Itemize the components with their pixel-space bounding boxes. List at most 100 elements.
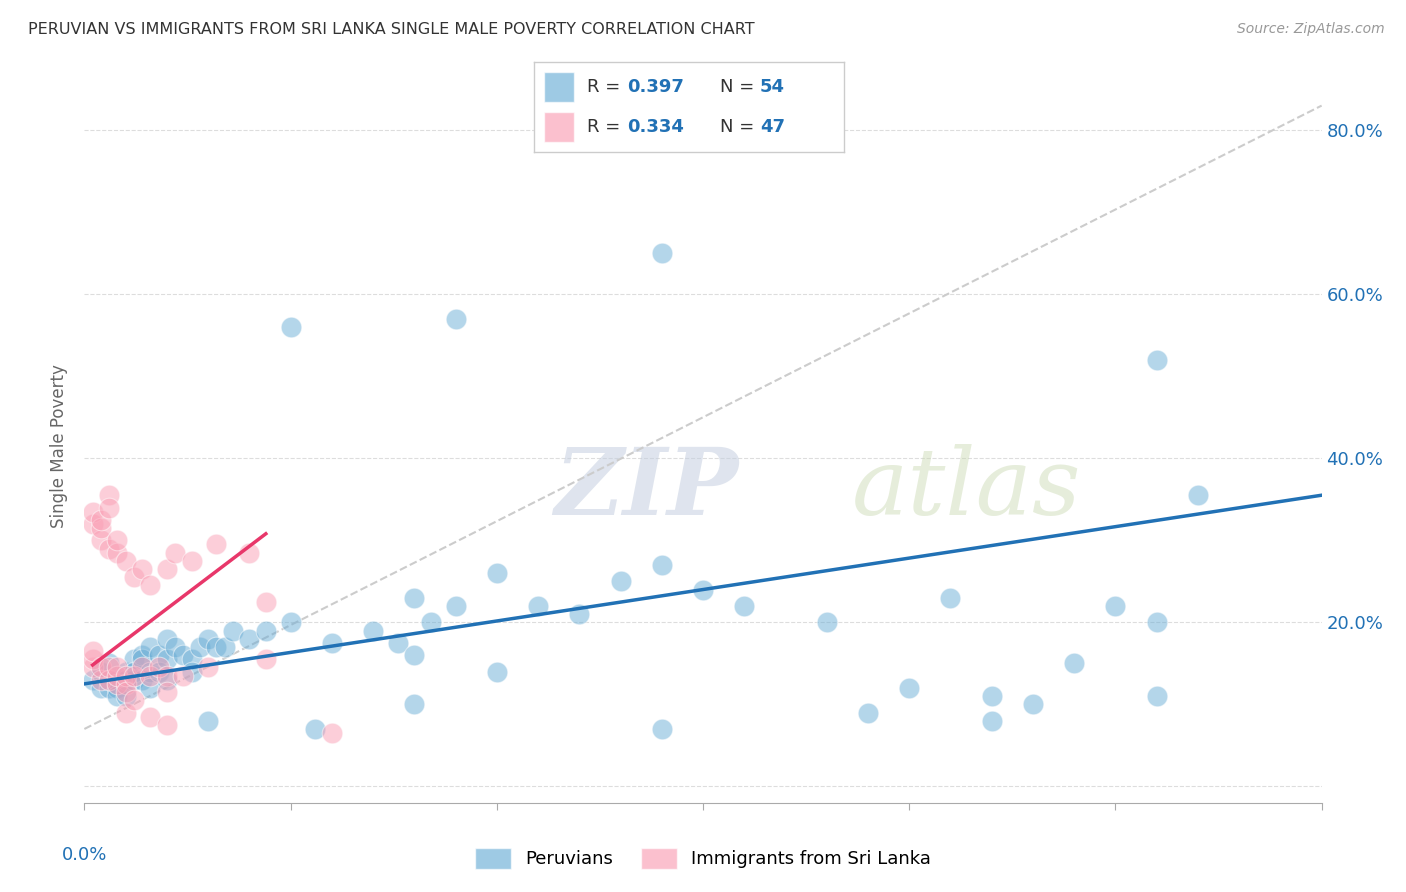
Point — [82, 652, 104, 666]
Point — [165, 640, 187, 654]
Point — [197, 660, 219, 674]
Point — [82, 673, 104, 687]
Point — [148, 665, 170, 679]
Point — [114, 689, 136, 703]
Point — [105, 533, 128, 548]
Point — [238, 546, 260, 560]
Point — [444, 599, 467, 613]
Point — [387, 636, 409, 650]
Point — [114, 668, 136, 682]
Point — [304, 722, 326, 736]
Point — [980, 689, 1002, 703]
Point — [238, 632, 260, 646]
Point — [321, 636, 343, 650]
Text: R =: R = — [586, 78, 626, 96]
Text: R =: R = — [586, 118, 626, 136]
Point — [105, 546, 128, 560]
Point — [90, 673, 112, 687]
Point — [148, 660, 170, 674]
Point — [485, 566, 508, 581]
Point — [82, 644, 104, 658]
Point — [205, 640, 228, 654]
Point — [156, 632, 179, 646]
Point — [1146, 352, 1168, 367]
Point — [98, 500, 121, 515]
Point — [105, 668, 128, 682]
Point — [898, 681, 921, 695]
Point — [114, 706, 136, 720]
Point — [139, 578, 162, 592]
Point — [114, 554, 136, 568]
Point — [122, 668, 145, 682]
Point — [692, 582, 714, 597]
Point — [98, 488, 121, 502]
Point — [105, 677, 128, 691]
Point — [105, 689, 128, 703]
Point — [131, 673, 153, 687]
Point — [1146, 689, 1168, 703]
Text: Source: ZipAtlas.com: Source: ZipAtlas.com — [1237, 22, 1385, 37]
Point — [280, 615, 302, 630]
Point — [122, 570, 145, 584]
Legend: Peruvians, Immigrants from Sri Lanka: Peruvians, Immigrants from Sri Lanka — [468, 840, 938, 876]
Point — [139, 665, 162, 679]
Point — [1146, 615, 1168, 630]
Point — [172, 668, 194, 682]
Point — [105, 660, 128, 674]
Point — [156, 685, 179, 699]
Point — [82, 660, 104, 674]
Point — [122, 652, 145, 666]
Point — [98, 673, 121, 687]
Point — [1104, 599, 1126, 613]
Point — [122, 693, 145, 707]
Point — [148, 648, 170, 662]
Text: N =: N = — [720, 118, 759, 136]
Point — [205, 537, 228, 551]
Point — [165, 546, 187, 560]
Point — [404, 591, 426, 605]
Point — [1187, 488, 1209, 502]
FancyBboxPatch shape — [544, 72, 575, 102]
Point — [156, 652, 179, 666]
Point — [254, 652, 277, 666]
Point — [98, 660, 121, 674]
Point — [188, 640, 211, 654]
Point — [114, 677, 136, 691]
Point — [214, 640, 236, 654]
Point — [180, 665, 202, 679]
Text: 0.0%: 0.0% — [62, 846, 107, 863]
Point — [105, 681, 128, 695]
Point — [131, 652, 153, 666]
Point — [98, 541, 121, 556]
Point — [90, 513, 112, 527]
Text: PERUVIAN VS IMMIGRANTS FROM SRI LANKA SINGLE MALE POVERTY CORRELATION CHART: PERUVIAN VS IMMIGRANTS FROM SRI LANKA SI… — [28, 22, 755, 37]
Point — [485, 665, 508, 679]
Point — [651, 558, 673, 572]
Point — [1063, 657, 1085, 671]
Point — [172, 648, 194, 662]
Point — [98, 673, 121, 687]
Point — [651, 722, 673, 736]
Point — [114, 685, 136, 699]
Point — [156, 718, 179, 732]
Text: 0.334: 0.334 — [627, 118, 683, 136]
Point — [156, 668, 179, 682]
Point — [131, 660, 153, 674]
Point — [82, 505, 104, 519]
Point — [122, 673, 145, 687]
Text: 54: 54 — [761, 78, 785, 96]
Point — [131, 648, 153, 662]
Point — [254, 624, 277, 638]
Point — [90, 521, 112, 535]
Point — [197, 714, 219, 728]
Point — [180, 652, 202, 666]
Point — [609, 574, 631, 589]
Point — [122, 665, 145, 679]
Point — [197, 632, 219, 646]
Point — [444, 311, 467, 326]
Point — [90, 533, 112, 548]
Point — [321, 726, 343, 740]
Point — [254, 595, 277, 609]
Point — [404, 648, 426, 662]
Point — [90, 665, 112, 679]
